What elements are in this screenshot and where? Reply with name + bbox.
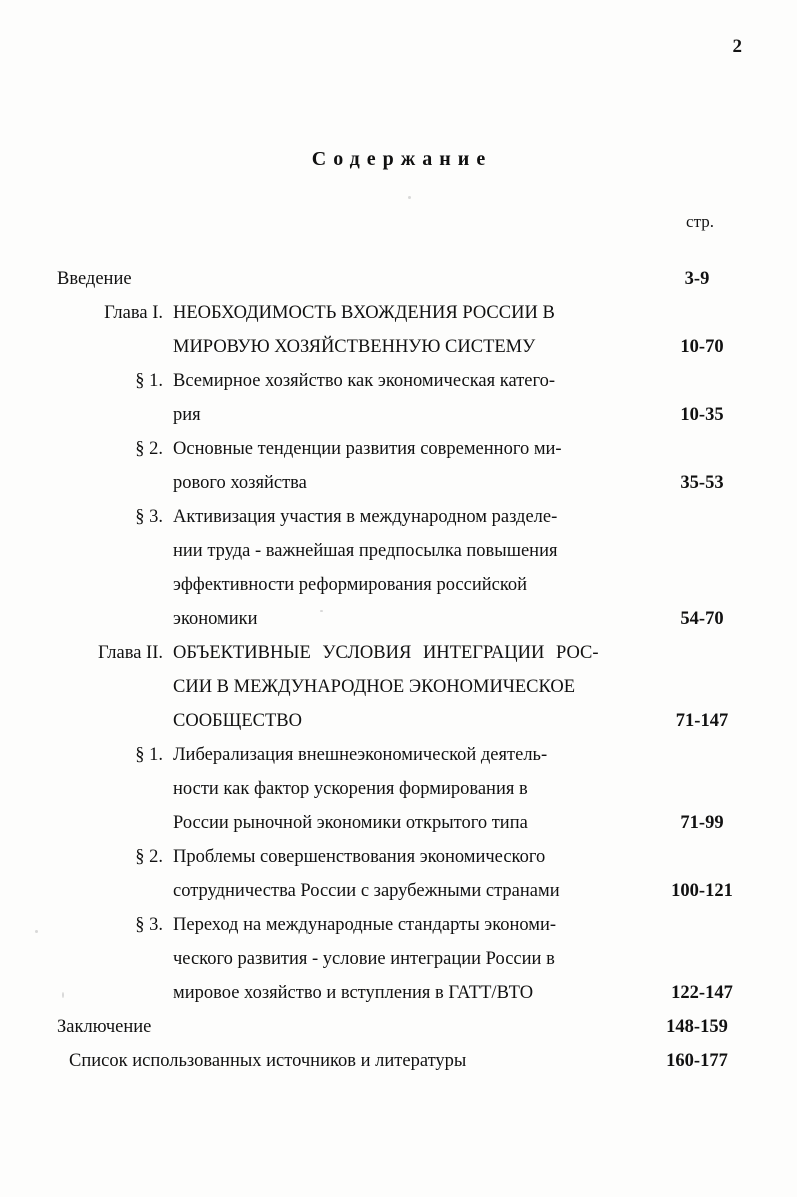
toc-entry-title: Всемирное хозяйство как экономическая ка… bbox=[173, 364, 657, 432]
toc-entry-line: СИИ В МЕЖДУНАРОДНОЕ ЭКОНОМИЧЕСКОЕ bbox=[173, 677, 576, 697]
toc-entry-line: ОБЪЕКТИВНЫЕ УСЛОВИЯ ИНТЕГРАЦИИ РОС- bbox=[173, 643, 599, 663]
toc-entry[interactable]: Заключение 148-159 bbox=[57, 1010, 747, 1044]
toc-entry-pages: 54-70 bbox=[680, 609, 724, 629]
toc-entry-label: § 3. bbox=[135, 507, 163, 527]
scan-speck bbox=[62, 992, 64, 998]
toc-entry-line: сотрудничества России с зарубежными стра… bbox=[173, 881, 560, 901]
toc-entry-pages: 122-147 bbox=[671, 983, 733, 1003]
toc-entry-title: Активизация участия в международном разд… bbox=[173, 500, 657, 636]
toc-entry-line: рия bbox=[173, 405, 201, 425]
toc-entry-pages: 71-99 bbox=[680, 813, 724, 833]
toc-entry-line: МИРОВУЮ ХОЗЯЙСТВЕННУЮ СИСТЕМУ bbox=[173, 337, 536, 357]
toc-entry-pages: 35-53 bbox=[680, 473, 724, 493]
toc-entry[interactable]: § 2. Основные тенденции развития современ… bbox=[57, 432, 747, 500]
toc-entry-line: эффективности реформирования российской bbox=[173, 575, 528, 595]
toc-entry-line: Заключение bbox=[57, 1017, 152, 1037]
toc-entry-label: § 1. bbox=[135, 371, 163, 391]
toc-entry-line: СООБЩЕСТВО bbox=[173, 711, 302, 731]
toc-entry-line: Проблемы совершенствования экономическог… bbox=[173, 847, 546, 867]
scan-speck bbox=[408, 196, 411, 199]
toc-entry-pages: 148-159 bbox=[666, 1017, 728, 1037]
toc-entry-label: § 3. bbox=[135, 915, 163, 935]
toc-entry-line: Список использованных источников и литер… bbox=[69, 1051, 467, 1071]
toc-entry-line: ческого развития - условие интеграции Ро… bbox=[173, 949, 555, 969]
toc-entry-line: России рыночной экономики открытого типа bbox=[173, 813, 528, 833]
toc-entry[interactable]: Введение 3-9 bbox=[57, 262, 747, 296]
toc-entry-line: Основные тенденции развития современного… bbox=[173, 439, 562, 459]
toc-entry-line: НЕОБХОДИМОСТЬ ВХОЖДЕНИЯ РОССИИ В bbox=[173, 303, 555, 323]
toc-entry-pages: 10-70 bbox=[680, 337, 724, 357]
scan-speck bbox=[320, 610, 323, 612]
toc-entry-title: Список использованных источников и литер… bbox=[69, 1044, 647, 1078]
toc-entry-pages: 100-121 bbox=[671, 881, 733, 901]
toc-entry-label: Глава II. bbox=[97, 643, 163, 663]
toc-entry-pages: 160-177 bbox=[666, 1051, 728, 1071]
toc-entry-line: нии труда - важнейшая предпосылка повыше… bbox=[173, 541, 558, 561]
toc-entry-title: Переход на международные стандарты эконо… bbox=[173, 908, 657, 1010]
table-of-contents: Введение 3-9 Глава I. НЕОБХОДИМОСТЬ ВХОЖДЕН… bbox=[57, 262, 747, 1078]
toc-entry[interactable]: § 2. Проблемы совершенствования экономиче… bbox=[57, 840, 747, 908]
page-number: 2 bbox=[732, 36, 743, 57]
toc-entry-pages: 3-9 bbox=[684, 269, 710, 289]
toc-entry-line: Переход на международные стандарты эконо… bbox=[173, 915, 557, 935]
toc-entry[interactable]: Глава II. ОБЪЕКТИВНЫЕ УСЛОВИЯ ИНТЕГРАЦИИ … bbox=[57, 636, 747, 738]
toc-entry-title: Введение bbox=[57, 262, 647, 296]
toc-entry-line: Активизация участия в международном разд… bbox=[173, 507, 558, 527]
toc-entry-title: Либерализация внешнеэкономической деятел… bbox=[173, 738, 657, 840]
toc-entry[interactable]: § 1. Всемирное хозяйство как экономическа… bbox=[57, 364, 747, 432]
toc-entry-title: ОБЪЕКТИВНЫЕ УСЛОВИЯ ИНТЕГРАЦИИ РОС- СИИ В… bbox=[173, 636, 657, 738]
toc-entry-line: экономики bbox=[173, 609, 258, 629]
toc-entry-title: Проблемы совершенствования экономическог… bbox=[173, 840, 657, 908]
toc-entry-line: ности как фактор ускорения формирования … bbox=[173, 779, 528, 799]
page-column-header: стр. bbox=[686, 212, 714, 231]
toc-entry-line: Всемирное хозяйство как экономическая ка… bbox=[173, 371, 556, 391]
toc-entry-label: § 2. bbox=[135, 847, 163, 867]
page-title: Содержание bbox=[311, 148, 493, 170]
toc-entry-line: мировое хозяйство и вступления в ГАТТ/ВТ… bbox=[173, 983, 534, 1003]
toc-entry[interactable]: § 3. Переход на международные стандарты э… bbox=[57, 908, 747, 1010]
toc-entry-pages: 71-147 bbox=[675, 711, 729, 731]
toc-entry-label: § 2. bbox=[135, 439, 163, 459]
toc-entry[interactable]: Глава I. НЕОБХОДИМОСТЬ ВХОЖДЕНИЯ РОССИИ В… bbox=[57, 296, 747, 364]
toc-entry[interactable]: Список использованных источников и литер… bbox=[57, 1044, 747, 1078]
toc-entry-label: § 1. bbox=[135, 745, 163, 765]
toc-entry-line: Либерализация внешнеэкономической деятел… bbox=[173, 745, 548, 765]
toc-entry-label: Глава I. bbox=[104, 303, 163, 323]
scan-speck bbox=[35, 930, 38, 933]
toc-entry[interactable]: § 1. Либерализация внешнеэкономической де… bbox=[57, 738, 747, 840]
toc-entry-line: рового хозяйства bbox=[173, 473, 307, 493]
toc-entry-title: Заключение bbox=[57, 1010, 647, 1044]
toc-entry-title: НЕОБХОДИМОСТЬ ВХОЖДЕНИЯ РОССИИ В МИРОВУЮ … bbox=[173, 296, 657, 364]
toc-entry-pages: 10-35 bbox=[680, 405, 724, 425]
toc-entry-title: Основные тенденции развития современного… bbox=[173, 432, 657, 500]
toc-entry[interactable]: § 3. Активизация участия в международном … bbox=[57, 500, 747, 636]
toc-entry-line: Введение bbox=[57, 269, 132, 289]
